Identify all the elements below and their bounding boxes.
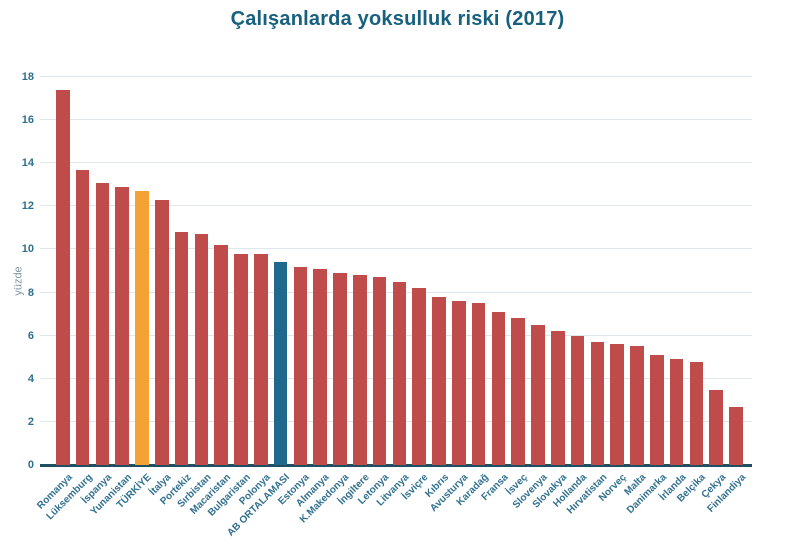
bar (174, 232, 189, 465)
bar (155, 199, 169, 465)
bar (194, 234, 209, 465)
bar (650, 355, 664, 465)
bar (432, 296, 446, 465)
bar (392, 281, 407, 465)
gridline (40, 119, 752, 121)
bar (56, 89, 70, 465)
bar (511, 318, 525, 465)
x-axis-baseline (40, 464, 752, 467)
y-tick-label: 2 (27, 415, 34, 428)
bar (353, 275, 367, 465)
gridline (40, 248, 752, 250)
x-axis: Romanya Lüksemburg İspanya Yunanistan TÜRKİY… (35, 468, 752, 553)
gridline (40, 76, 752, 77)
gridline (40, 162, 752, 164)
bar (471, 303, 486, 465)
chart-title: Çalışanlarda yoksulluk riski (2017) (230, 8, 565, 30)
bar (531, 324, 545, 465)
bar (412, 288, 426, 465)
bar (214, 245, 228, 465)
bar (313, 268, 327, 465)
bar (551, 331, 565, 465)
plot-area (40, 76, 752, 467)
bar (254, 253, 268, 465)
bar (630, 346, 644, 465)
bar (115, 186, 129, 465)
bar (372, 277, 387, 465)
bar (689, 361, 704, 465)
bar (590, 342, 605, 465)
y-tick-label: 8 (27, 286, 34, 299)
y-tick-label: 16 (21, 114, 34, 127)
bar (135, 191, 149, 465)
y-tick-label: 10 (21, 243, 34, 256)
y-tick-label: 14 (21, 157, 34, 170)
bar (669, 359, 684, 465)
y-tick-label: 12 (21, 200, 34, 213)
y-tick-label: 6 (27, 329, 34, 342)
gridline (40, 205, 752, 207)
bar (570, 335, 585, 465)
bar (452, 301, 466, 465)
bar (333, 273, 347, 465)
y-tick-label: 0 (27, 459, 34, 471)
bar (75, 169, 90, 465)
bar (95, 182, 110, 465)
bar (234, 253, 248, 465)
bar (709, 389, 723, 465)
y-tick-label: 4 (27, 372, 34, 385)
bar (491, 311, 506, 465)
bar (729, 406, 743, 465)
bar (273, 262, 288, 465)
y-tick-label: 18 (21, 71, 34, 83)
bar (610, 344, 624, 465)
y-axis: 0 2 4 6 8 10 12 14 16 18 (0, 71, 34, 471)
bar (293, 266, 308, 465)
